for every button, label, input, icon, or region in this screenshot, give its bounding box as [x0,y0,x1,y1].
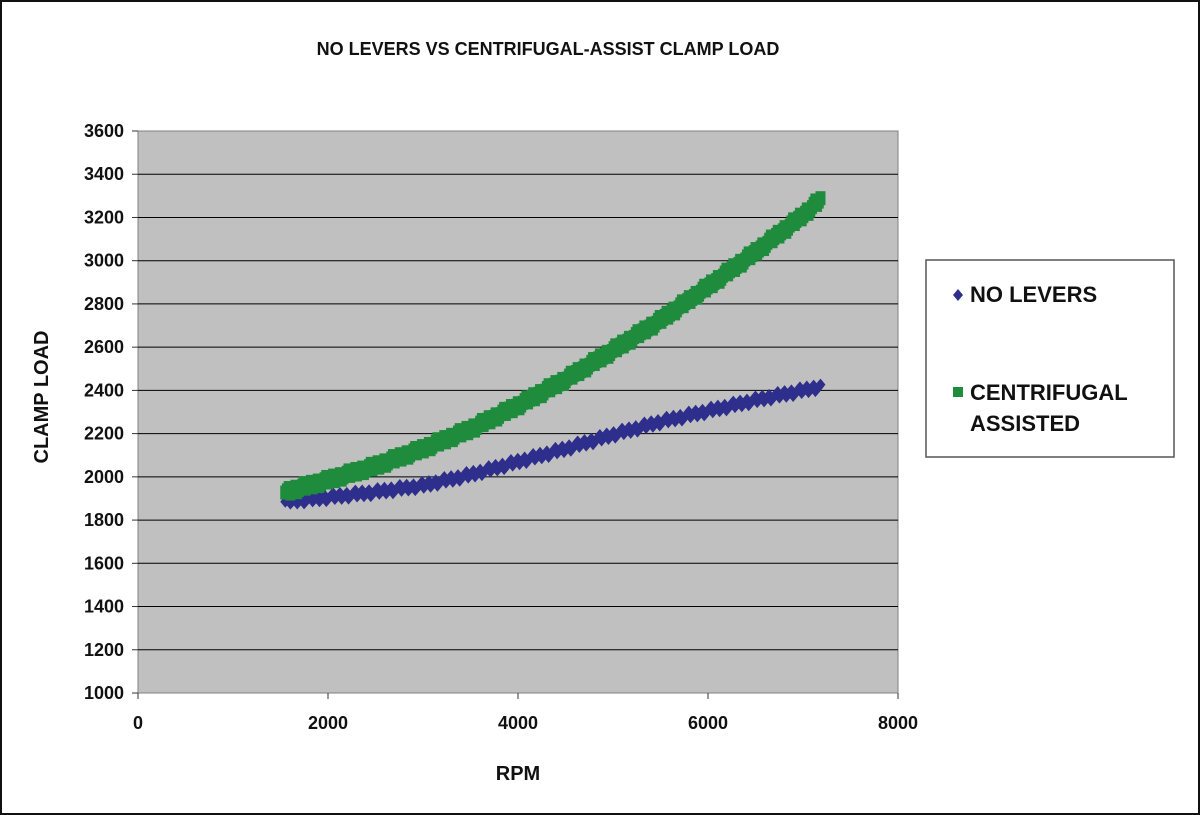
legend-label-centrifugal-line1: CENTRIFUGAL [970,380,1128,405]
x-axis-ticks: 0 2000 4000 6000 8000 [133,693,918,733]
data-point [815,191,826,206]
gridlines [138,173,898,651]
y-tick-label: 1000 [84,683,124,703]
legend-marker-no-levers [953,289,963,301]
legend-marker-centrifugal-assisted [953,387,963,397]
legend: NO LEVERS CENTRIFUGAL ASSISTED [925,259,1175,458]
y-axis-label: CLAMP LOAD [31,331,53,464]
y-axis-ticks: 1000 1200 1400 1600 1800 2000 2200 2400 2600 2800… [84,121,138,703]
series-centrifugal-assisted [280,191,826,501]
y-tick-label: 1600 [84,553,124,573]
x-tick-label: 0 [133,713,143,733]
y-tick-label: 3000 [84,251,124,271]
y-tick-label: 3600 [84,121,124,141]
x-tick-label: 6000 [688,713,728,733]
y-tick-label: 2800 [84,294,124,314]
x-tick-label: 2000 [308,713,348,733]
x-tick-label: 8000 [878,713,918,733]
y-tick-label: 1200 [84,640,124,660]
x-tick-label: 4000 [498,713,538,733]
data-point [815,378,826,391]
y-tick-label: 3200 [84,207,124,227]
y-tick-label: 3400 [84,164,124,184]
chart-title: NO LEVERS VS CENTRIFUGAL-ASSIST CLAMP LO… [317,39,780,59]
y-tick-label: 2200 [84,424,124,444]
y-tick-label: 1400 [84,597,124,617]
series-layer [280,191,826,510]
legend-label-no-levers: NO LEVERS [970,282,1097,307]
y-tick-label: 2600 [84,337,124,357]
legend-box [925,259,1175,458]
legend-label-centrifugal-line2: ASSISTED [970,411,1080,436]
y-tick-label: 1800 [84,510,124,530]
series-no-levers [280,378,826,510]
y-tick-label: 2000 [84,467,124,487]
y-tick-label: 2400 [84,380,124,400]
x-axis-label: RPM [496,763,540,785]
